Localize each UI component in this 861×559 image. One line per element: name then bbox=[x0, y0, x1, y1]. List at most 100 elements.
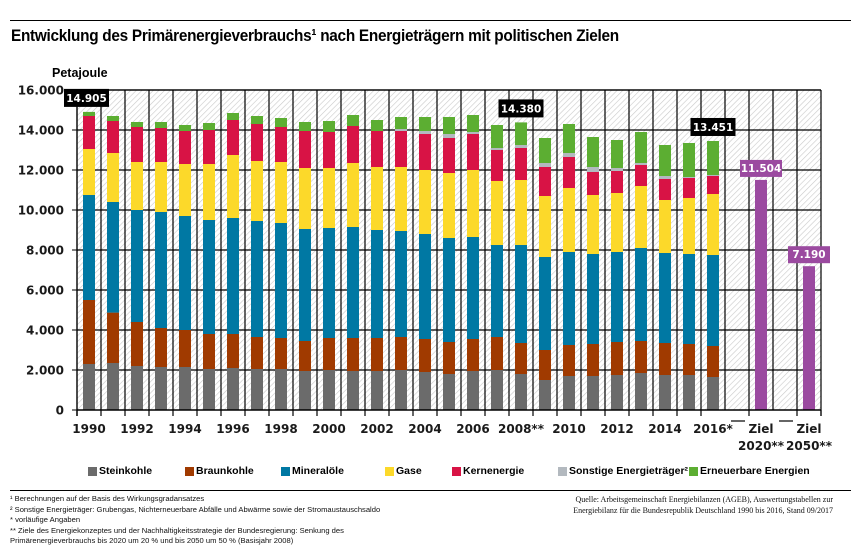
bar-segment-steinkohle bbox=[83, 364, 95, 410]
total-callout-label: 14.905 bbox=[66, 93, 107, 105]
bar-segment-erneuerbare bbox=[371, 120, 383, 131]
bar-segment-kernenergie bbox=[251, 124, 263, 161]
bar-segment-mineralöle bbox=[155, 212, 167, 328]
bar-segment-gase bbox=[539, 196, 551, 257]
bar-segment-gase bbox=[443, 173, 455, 238]
legend-swatch bbox=[281, 466, 290, 476]
bar-segment-erneuerbare bbox=[707, 140, 719, 175]
bar-segment-sonstige bbox=[683, 177, 695, 178]
bar-segment-steinkohle bbox=[275, 369, 287, 410]
bar-segment-gase bbox=[611, 193, 623, 252]
bar-segment-gase bbox=[131, 162, 143, 210]
bar-segment-mineralöle bbox=[539, 257, 551, 350]
bar-segment-mineralöle bbox=[611, 252, 623, 342]
bar-segment-gase bbox=[83, 149, 95, 195]
bar-segment-gase bbox=[467, 170, 479, 237]
bar-segment-steinkohle bbox=[323, 370, 335, 410]
y-tick-label: 8.000 bbox=[26, 244, 64, 258]
bottom-rule bbox=[10, 490, 851, 491]
legend-item-steinkohle: Steinkohle bbox=[88, 465, 152, 477]
bar-segment-steinkohle bbox=[155, 367, 167, 410]
x-tick-label: 2008** bbox=[498, 422, 545, 436]
top-rule bbox=[10, 20, 851, 21]
bar-segment-braunkohle bbox=[707, 346, 719, 377]
bar-segment-gase bbox=[275, 162, 287, 223]
bar-segment-erneuerbare bbox=[659, 145, 671, 176]
bar-segment-erneuerbare bbox=[395, 117, 407, 129]
bar-segment-gase bbox=[155, 162, 167, 212]
bar-segment-braunkohle bbox=[587, 344, 599, 376]
target-bar bbox=[803, 266, 815, 410]
bar-segment-kernenergie bbox=[347, 126, 359, 163]
bar-segment-erneuerbare bbox=[275, 118, 287, 127]
footnote-2: ² Sonstige Energieträger: Grubengas, Nic… bbox=[10, 504, 381, 514]
total-callout-label: 13.451 bbox=[693, 122, 734, 134]
legend-swatch bbox=[452, 466, 461, 476]
bar-segment-steinkohle bbox=[347, 371, 359, 410]
bar-segment-steinkohle bbox=[371, 371, 383, 410]
legend-label: Steinkohle bbox=[99, 465, 153, 477]
total-callout-box bbox=[690, 117, 736, 136]
bar-segment-mineralöle bbox=[683, 254, 695, 344]
bar-segment-sonstige bbox=[539, 163, 551, 167]
bar-segment-kernenergie bbox=[491, 150, 503, 181]
bar-segment-braunkohle bbox=[539, 350, 551, 380]
bar-segment-kernenergie bbox=[467, 134, 479, 170]
bar-segment-gase bbox=[323, 168, 335, 228]
bar-segment-braunkohle bbox=[635, 341, 647, 373]
x-tick-label: 2006 bbox=[456, 422, 489, 436]
legend-label: Gase bbox=[396, 465, 422, 477]
footnote-3: * vorläufige Angaben bbox=[10, 515, 81, 525]
bar-segment-steinkohle bbox=[251, 369, 263, 410]
legend-swatch bbox=[689, 466, 698, 476]
bar-segment-mineralöle bbox=[275, 223, 287, 338]
bar-segment-braunkohle bbox=[131, 322, 143, 366]
bar-segment-steinkohle bbox=[395, 370, 407, 410]
total-callout-box bbox=[64, 88, 109, 107]
bar-segment-mineralöle bbox=[107, 202, 119, 313]
bar-segment-braunkohle bbox=[83, 300, 95, 364]
y-tick-label: 6.000 bbox=[26, 284, 64, 298]
bar-segment-sonstige bbox=[491, 148, 503, 150]
bar-segment-mineralöle bbox=[347, 227, 359, 338]
bar-segment-gase bbox=[563, 188, 575, 252]
bar-segment-mineralöle bbox=[419, 234, 431, 339]
bar-segment-erneuerbare bbox=[467, 115, 479, 132]
legend-item-erneuerbare: Erneuerbare Energien bbox=[689, 465, 810, 477]
bar-segment-braunkohle bbox=[563, 345, 575, 376]
bar-segment-kernenergie bbox=[323, 132, 335, 168]
bar-segment-mineralöle bbox=[371, 230, 383, 338]
bar-segment-gase bbox=[491, 181, 503, 245]
bar-segment-mineralöle bbox=[515, 245, 527, 343]
x-tick-label-target: Ziel bbox=[796, 422, 821, 436]
bar-segment-gase bbox=[707, 194, 719, 255]
bar-segment-kernenergie bbox=[155, 128, 167, 162]
bar-segment-gase bbox=[587, 195, 599, 254]
bar-segment-kernenergie bbox=[539, 167, 551, 196]
bar-segment-braunkohle bbox=[275, 338, 287, 369]
bar-segment-mineralöle bbox=[179, 216, 191, 330]
bar-segment-gase bbox=[107, 153, 119, 202]
bar-segment-braunkohle bbox=[227, 334, 239, 368]
bar-segment-mineralöle bbox=[707, 255, 719, 346]
bar-segment-mineralöle bbox=[587, 254, 599, 344]
bar-segment-kernenergie bbox=[707, 176, 719, 194]
x-tick-label: 2012 bbox=[600, 422, 633, 436]
y-axis-unit-label: Petajoule bbox=[52, 66, 108, 80]
bar-segment-steinkohle bbox=[587, 376, 599, 410]
bar-segment-braunkohle bbox=[611, 342, 623, 375]
bar-segment-gase bbox=[347, 163, 359, 227]
legend-label: Sonstige Energieträger² bbox=[569, 465, 689, 477]
target-value-label: 11.504 bbox=[741, 163, 782, 175]
bar-segment-steinkohle bbox=[659, 375, 671, 410]
bar-segment-steinkohle bbox=[203, 369, 215, 410]
bar-segment-braunkohle bbox=[467, 339, 479, 371]
bar-segment-steinkohle bbox=[539, 380, 551, 410]
bar-segment-steinkohle bbox=[131, 366, 143, 410]
bar-segment-braunkohle bbox=[299, 341, 311, 371]
bar-segment-braunkohle bbox=[107, 312, 119, 363]
bar-segment-kernenergie bbox=[179, 131, 191, 164]
bar-segment-sonstige bbox=[419, 131, 431, 134]
bar-segment-mineralöle bbox=[299, 229, 311, 341]
bar-segment-gase bbox=[635, 186, 647, 248]
